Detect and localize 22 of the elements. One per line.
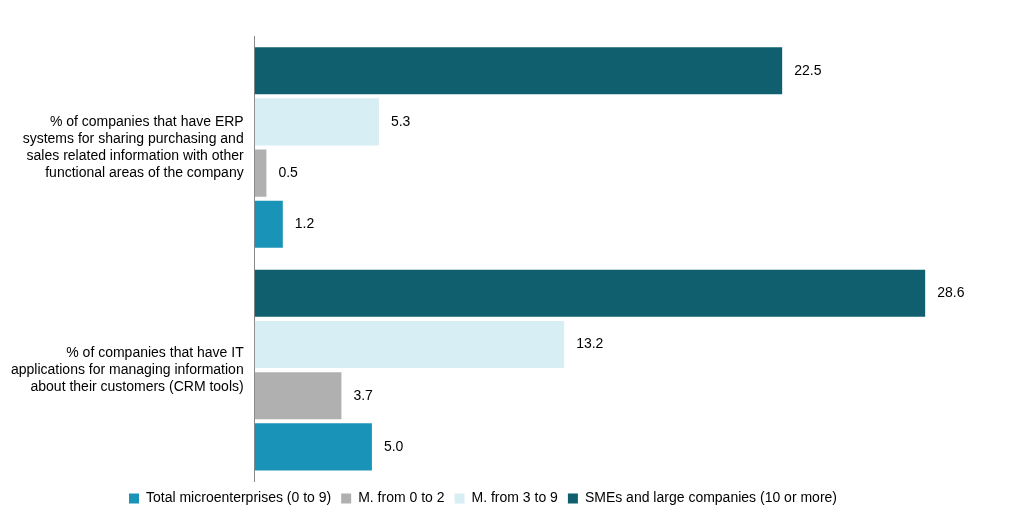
y-tick-label: % of companies that have ERP systems for sharing purchasing and sales related information with other functional areas of the company <box>22 113 245 180</box>
legend-label: SMEs and large companies (10 or more) <box>584 489 837 506</box>
data-label: 22.5 <box>794 61 822 78</box>
bar <box>254 98 379 146</box>
data-label: 5.0 <box>383 437 404 454</box>
bar <box>254 423 372 471</box>
bar <box>254 269 926 317</box>
bar <box>254 149 267 197</box>
data-label: 13.2 <box>576 335 604 352</box>
data-label: 5.3 <box>390 112 411 129</box>
data-label: 3.7 <box>353 386 374 403</box>
y-tick-label: % of companies that have IT applications for managing information about their customers (CRM tools) <box>10 344 245 394</box>
bar <box>254 372 342 420</box>
legend-label: M. from 3 to 9 <box>471 489 559 506</box>
data-label: 28.6 <box>937 284 965 301</box>
legend-label: M. from 0 to 2 <box>358 489 445 506</box>
data-label: 0.5 <box>278 163 299 180</box>
bar <box>254 200 283 248</box>
bar <box>254 47 783 95</box>
data-label: 1.2 <box>294 215 315 232</box>
legend-label: Total microenterprises (0 to 9) <box>146 489 332 506</box>
bar <box>254 320 565 369</box>
